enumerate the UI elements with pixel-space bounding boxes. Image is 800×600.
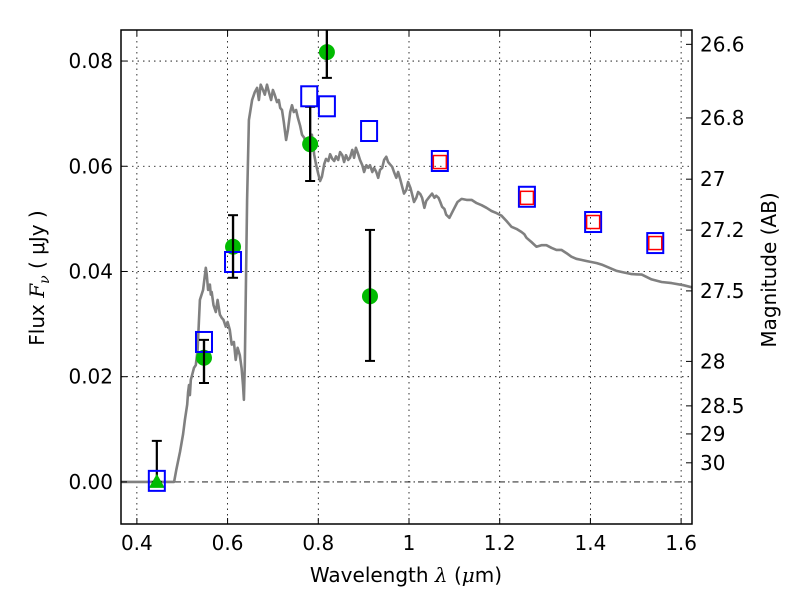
right-tick-label: 26.8 bbox=[700, 106, 745, 130]
data-point-square bbox=[646, 232, 665, 255]
y-tick-label: 0.00 bbox=[68, 470, 113, 494]
spectrum-layer bbox=[121, 83, 692, 484]
y-axis-left: 0.00 0.02 0.04 0.06 0.08 bbox=[68, 49, 127, 494]
x-tick-label: 1.4 bbox=[575, 531, 607, 555]
data-point-square bbox=[517, 185, 536, 208]
marker-layer bbox=[147, 30, 665, 492]
y-tick-label: 0.02 bbox=[68, 365, 113, 389]
data-point-square bbox=[147, 469, 166, 492]
data-point-square bbox=[584, 211, 603, 234]
x-tick-label: 0.6 bbox=[212, 531, 244, 555]
right-tick-label: 28.5 bbox=[700, 394, 745, 418]
data-point-square-small bbox=[585, 214, 601, 230]
right-tick-label: 29 bbox=[700, 422, 725, 446]
right-tick-label: 30 bbox=[700, 451, 725, 475]
plot-frame bbox=[120, 29, 693, 525]
x-axis: 0.4 0.6 0.8 1 1.2 1.4 1.6 bbox=[121, 30, 697, 555]
y-tick-label: 0.06 bbox=[68, 154, 113, 178]
x-tick-label: 0.4 bbox=[121, 531, 153, 555]
data-point-square bbox=[360, 120, 379, 143]
data-point-square-small bbox=[519, 190, 535, 206]
x-tick-label: 1.2 bbox=[484, 531, 516, 555]
right-tick-label: 27 bbox=[700, 167, 725, 191]
right-tick-label: 27.5 bbox=[700, 279, 745, 303]
x-tick-label: 1 bbox=[403, 531, 416, 555]
data-point-square-small bbox=[432, 154, 448, 170]
y-axis-label: Flux Fν ( μJy ) bbox=[25, 210, 53, 345]
data-point-square bbox=[300, 85, 319, 108]
y-tick-label: 0.08 bbox=[68, 49, 113, 73]
data-point-triangle bbox=[148, 473, 165, 488]
right-tick-label: 28 bbox=[700, 349, 725, 373]
data-point-square bbox=[317, 95, 336, 118]
right-tick-label: 26.6 bbox=[700, 32, 745, 56]
x-axis-label: Wavelength λ (μm) bbox=[310, 563, 502, 587]
x-tick-label: 1.6 bbox=[665, 531, 697, 555]
y-axis-right-label: Magnitude (AB) bbox=[757, 192, 781, 347]
data-point-square bbox=[430, 149, 449, 172]
plot-area bbox=[121, 30, 692, 492]
x-tick-label: 0.8 bbox=[302, 531, 334, 555]
right-tick-label: 27.2 bbox=[700, 218, 745, 242]
y-tick-label: 0.04 bbox=[68, 259, 113, 283]
spectrum-line bbox=[121, 83, 692, 484]
data-point-square-small bbox=[648, 235, 663, 251]
y-axis-right: 26.6 26.8 27 27.2 27.5 28 28.5 29 30 bbox=[686, 32, 745, 475]
